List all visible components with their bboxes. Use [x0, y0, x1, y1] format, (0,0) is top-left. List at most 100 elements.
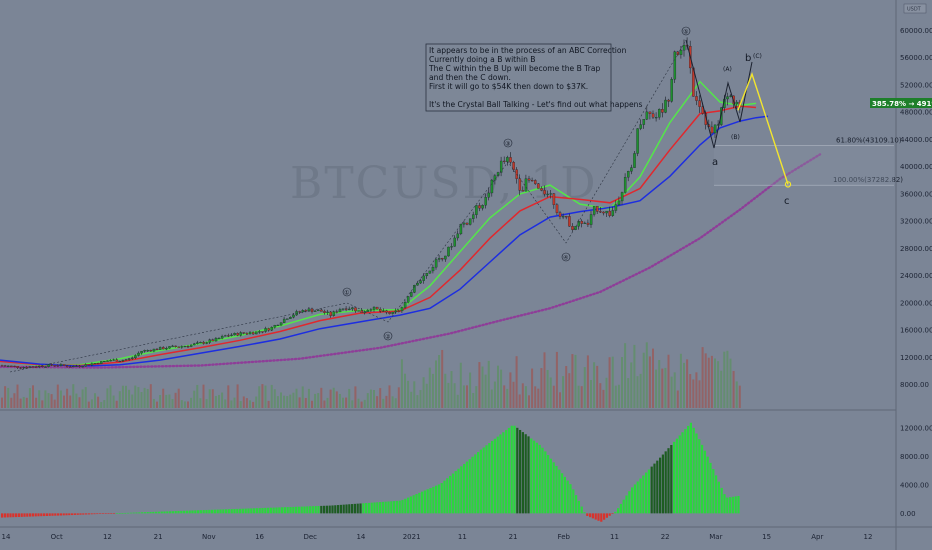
- volume-bar: [531, 369, 533, 408]
- oscillator-bar: [15, 513, 17, 517]
- candle-body: [258, 331, 260, 332]
- candle-body: [649, 112, 651, 114]
- candle-body: [128, 359, 130, 360]
- volume-bar: [655, 370, 657, 408]
- candle-body: [206, 342, 208, 343]
- oscillator-bar: [645, 473, 647, 514]
- volume-bar: [571, 354, 573, 408]
- candle-body: [593, 206, 595, 214]
- volume-bar: [330, 390, 332, 408]
- volume-bar: [209, 389, 211, 408]
- oscillator-bar: [550, 459, 552, 514]
- oscillator-bar: [46, 513, 48, 516]
- volume-bar: [624, 343, 626, 408]
- volume-bar: [221, 393, 223, 408]
- candle-body: [323, 311, 325, 312]
- oscillator-bar: [651, 467, 653, 514]
- annotation-line: It appears to be in the process of an AB…: [429, 46, 627, 55]
- volume-bar: [441, 350, 443, 408]
- current-price-tag: 385.78% → 49192.97: [870, 98, 932, 108]
- volume-bar: [544, 352, 546, 408]
- oscillator-bar: [298, 507, 300, 514]
- candle-body: [354, 308, 356, 311]
- candle-body: [531, 180, 533, 181]
- candle-body: [466, 223, 468, 224]
- volume-bar: [122, 386, 124, 408]
- oscillator-bar: [558, 470, 560, 514]
- volume-bar: [17, 385, 19, 408]
- candle-body: [159, 347, 161, 349]
- oscillator-bar: [729, 497, 731, 513]
- oscillator-bar: [704, 451, 706, 514]
- candle-body: [345, 309, 347, 310]
- candle-body: [398, 311, 400, 312]
- oscillator-bar: [105, 513, 107, 514]
- volume-bar: [717, 361, 719, 408]
- candle-body: [351, 308, 353, 309]
- volume-bar: [246, 398, 248, 408]
- candle-body: [286, 319, 288, 320]
- oscillator-bar: [116, 513, 118, 514]
- oscillator-bar: [289, 507, 291, 513]
- oscillator-bar: [637, 481, 639, 513]
- oscillator-bar: [217, 510, 219, 514]
- candle-body: [261, 331, 263, 332]
- volume-bar: [224, 399, 226, 408]
- oscillator-bar: [270, 508, 272, 514]
- oscillator-bar: [735, 496, 737, 513]
- candle-body: [441, 258, 443, 259]
- oscillator-bar: [718, 482, 720, 514]
- candle-body: [54, 365, 56, 366]
- volume-bar: [575, 355, 577, 408]
- oscillator-bar: [256, 508, 258, 513]
- volume-bar: [556, 352, 558, 408]
- candle-body: [221, 336, 223, 338]
- oscillator-bar: [107, 513, 109, 514]
- time-tick-label: 16: [255, 533, 264, 541]
- candle-body: [7, 366, 9, 367]
- volume-bar: [609, 357, 611, 408]
- annotation-note[interactable]: It appears to be in the process of an AB…: [426, 44, 642, 111]
- volume-bar: [255, 397, 257, 408]
- fibonacci-levels: 61.80%(43109.10)100.00%(37282.82): [714, 137, 903, 186]
- volume-bar: [587, 355, 589, 408]
- time-tick-label: Dec: [303, 533, 317, 541]
- candle-body: [581, 221, 583, 223]
- annotation-line: The C within the B Up will become the B …: [428, 64, 601, 73]
- volume-bar: [187, 401, 189, 408]
- oscillator-bar: [667, 448, 669, 513]
- oscillator-bar: [273, 508, 275, 514]
- volume-bar: [91, 399, 93, 408]
- volume-bar: [516, 356, 518, 408]
- oscillator-bar: [368, 503, 370, 513]
- oscillator-bar: [155, 512, 157, 514]
- candle-body: [131, 358, 133, 359]
- candle-body: [314, 311, 316, 312]
- oscillator-tick-label: 0.00: [900, 510, 916, 518]
- candle-body: [392, 312, 394, 314]
- candle-body: [255, 332, 257, 334]
- candle-body: [277, 325, 279, 326]
- candle-body: [57, 365, 59, 366]
- volume-bar: [361, 402, 363, 408]
- volume-bar: [172, 399, 174, 408]
- oscillator-bar: [189, 511, 191, 514]
- volume-bar: [320, 388, 322, 408]
- candle-body: [627, 171, 629, 177]
- oscillator-bar: [421, 492, 423, 514]
- candle-body: [178, 347, 180, 348]
- time-tick-label: Mar: [709, 533, 722, 541]
- oscillator-bar: [463, 464, 465, 513]
- candle-body: [435, 259, 437, 267]
- oscillator-bar: [267, 508, 269, 514]
- volume-bar: [51, 394, 53, 408]
- candle-body: [63, 364, 65, 365]
- currency-badge[interactable]: USDT: [904, 4, 926, 13]
- candle-body: [280, 323, 282, 325]
- oscillator-bar: [404, 499, 406, 514]
- oscillator-bar: [365, 503, 367, 513]
- volume-bar: [144, 388, 146, 408]
- oscillator-bar: [9, 513, 11, 517]
- volume-bar: [420, 390, 422, 408]
